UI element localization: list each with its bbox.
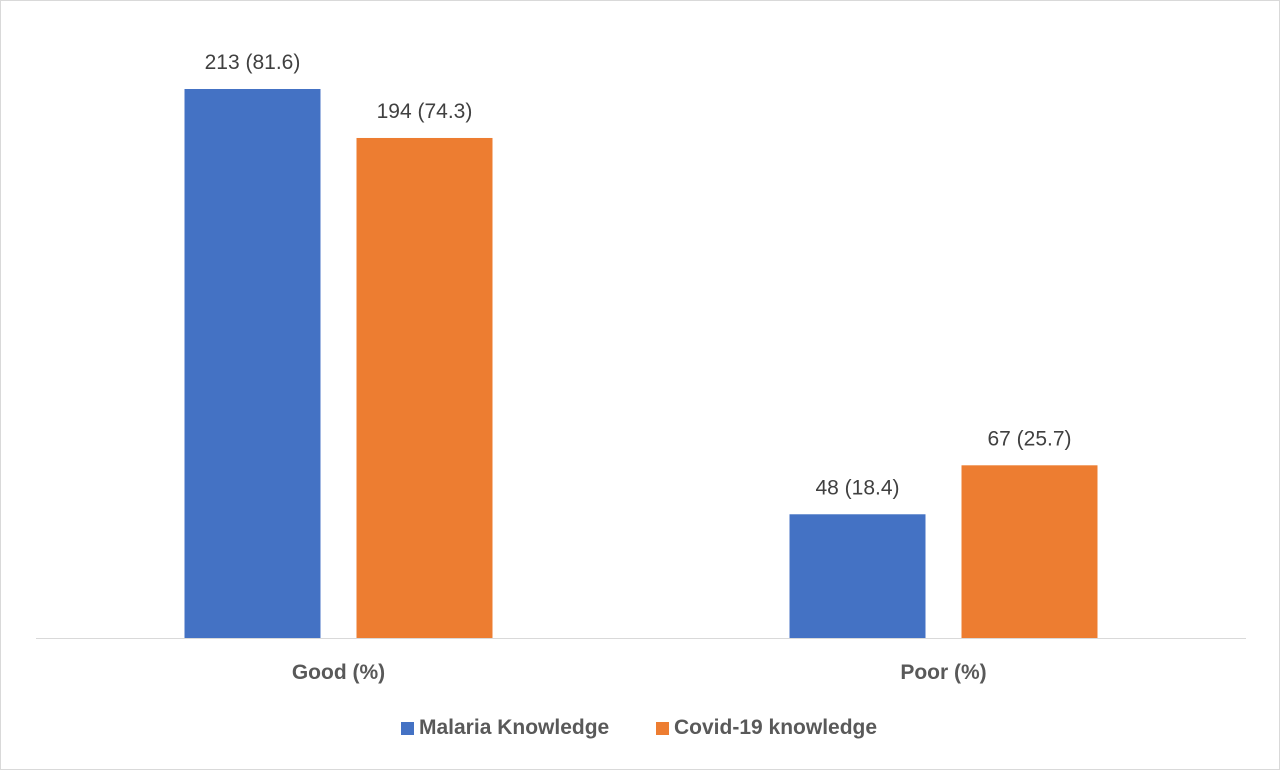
data-label: 194 (74.3) [377, 100, 473, 123]
legend-swatch [656, 722, 669, 735]
bar-covid-good [356, 137, 493, 638]
data-label: 213 (81.6) [205, 51, 301, 74]
data-label: 48 (18.4) [815, 476, 899, 499]
bars-layer [184, 89, 1098, 638]
x-tick-label: Poor (%) [900, 661, 986, 684]
x-tick-label: Good (%) [292, 661, 385, 684]
x-axis-categories: Good (%) Poor (%) [292, 661, 987, 684]
legend-swatch [401, 722, 414, 735]
data-labels-layer: 213 (81.6) 194 (74.3) 48 (18.4) 67 (25.7) [205, 51, 1072, 499]
bar-covid-poor [961, 465, 1098, 638]
legend: Malaria Knowledge Covid-19 knowledge [401, 716, 877, 739]
data-label: 67 (25.7) [987, 427, 1071, 450]
bar-malaria-poor [789, 514, 926, 638]
bar-malaria-good [184, 89, 321, 638]
legend-label: Covid-19 knowledge [674, 716, 877, 739]
legend-label: Malaria Knowledge [419, 716, 609, 739]
